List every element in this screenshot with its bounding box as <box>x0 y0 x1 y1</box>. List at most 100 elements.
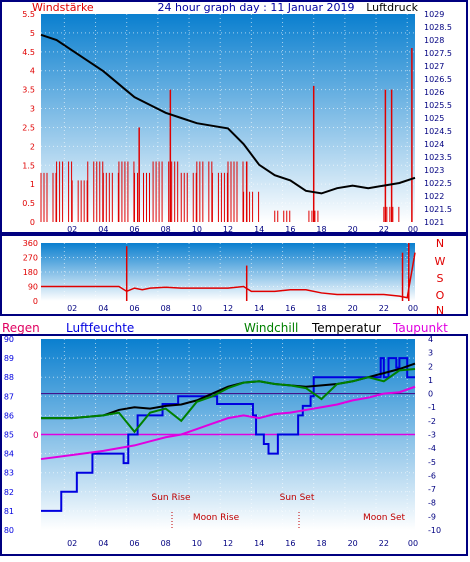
temperature-tick-label: -4 <box>428 444 436 453</box>
humidity-tick-label: 84 <box>4 450 14 459</box>
temperature-tick-label: -8 <box>428 499 436 508</box>
windstaerke-tick-label: 2.5 <box>22 123 35 132</box>
luftdruck-line <box>40 33 416 195</box>
x-tick-label: 08 <box>161 539 171 548</box>
panel1-luftdruck-axis: 1021 1021.5 1022 1022.5 1023 1023.5 1024 1024.5… <box>424 10 452 227</box>
x-tick-label: 18 <box>316 304 326 313</box>
luftdruck-tick-label: 1024.5 <box>424 127 452 136</box>
x-tick-label: 16 <box>285 539 295 548</box>
windchill-line <box>41 368 416 434</box>
luftdruck-tick-label: 1021.5 <box>424 205 452 214</box>
panel1-title-center: 24 hour graph day : 11 Januar 2019 <box>158 1 355 14</box>
direction-tick-label: 0 <box>33 297 38 306</box>
panel3-label-rain: Regen <box>2 321 40 335</box>
moon-rise-label: Moon Rise <box>193 513 240 523</box>
x-tick-label: 14 <box>254 225 264 234</box>
humidity-tick-label: 90 <box>4 335 14 344</box>
x-tick-label: 02 <box>67 539 77 548</box>
x-tick-label: 02 <box>67 304 77 313</box>
x-tick-label: 04 <box>98 225 108 234</box>
x-tick-label: 16 <box>285 225 295 234</box>
x-tick-label: 12 <box>223 225 233 234</box>
temperature-tick-label: -2 <box>428 417 436 426</box>
humidity-tick-label: 80 <box>4 526 14 535</box>
compass-label: O <box>436 289 445 302</box>
luftdruck-tick-label: 1026 <box>424 88 444 97</box>
x-tick-label: 04 <box>98 304 108 313</box>
humidity-tick-label: 88 <box>4 373 14 382</box>
compass-label: W <box>435 255 446 268</box>
luftdruck-tick-label: 1028 <box>424 36 444 45</box>
humidity-tick-label: 83 <box>4 469 14 478</box>
temperature-tick-label: -5 <box>428 458 436 467</box>
x-tick-label: 22 <box>379 304 389 313</box>
x-tick-label: 02 <box>67 225 77 234</box>
x-tick-label: 18 <box>316 225 326 234</box>
humidity-tick-label: 89 <box>4 354 14 363</box>
x-tick-label: 20 <box>348 539 358 548</box>
x-tick-label: 12 <box>223 539 233 548</box>
x-tick-label: 10 <box>192 304 202 313</box>
dewpoint-line <box>40 385 416 461</box>
panel3-humidity-axis: 80 81 82 83 84 85 86 87 88 89 90 <box>4 335 14 535</box>
temperature-tick-label: -9 <box>428 512 436 521</box>
windstaerke-tick-label: 1.5 <box>22 161 35 170</box>
compass-label: S <box>437 272 444 285</box>
temperature-tick-label: -3 <box>428 431 436 440</box>
humidity-tick-label: 85 <box>4 431 14 440</box>
temperature-tick-label: 3 <box>428 349 433 358</box>
x-tick-label: 14 <box>254 539 264 548</box>
humidity-tick-label: 86 <box>4 411 14 420</box>
panel2-plot-area <box>41 243 415 301</box>
sun-set-label: Sun Set <box>280 493 315 503</box>
temperature-tick-label: 1 <box>428 376 433 385</box>
direction-tick-label: 90 <box>28 283 38 292</box>
x-tick-label: 14 <box>254 304 264 313</box>
panel1-time-axis: 02 04 06 08 10 12 14 16 18 20 22 00 <box>67 225 418 234</box>
x-tick-label: 00 <box>408 225 418 234</box>
wind-direction-line <box>41 252 416 299</box>
moon-set-label: Moon Set <box>363 513 406 523</box>
luftdruck-tick-label: 1022 <box>424 192 444 201</box>
x-tick-label: 00 <box>408 304 418 313</box>
panel3-label-humidity: Luftfeuchte <box>66 321 134 335</box>
luftdruck-tick-label: 1025 <box>424 114 444 123</box>
x-tick-label: 22 <box>379 539 389 548</box>
direction-tick-label: 270 <box>23 254 38 263</box>
panel3-label-dewpoint: Taupunkt <box>392 321 448 335</box>
humidity-tick-label: 81 <box>4 507 14 516</box>
x-tick-label: 10 <box>192 539 202 548</box>
panel1-series <box>40 33 416 222</box>
panel1-title-right: Luftdruck <box>366 1 418 14</box>
panel3-label-temperature: Temperatur <box>311 321 381 335</box>
luftdruck-tick-label: 1026.5 <box>424 75 452 84</box>
temperature-tick-label: -6 <box>428 471 436 480</box>
temperature-tick-label: -1 <box>428 403 436 412</box>
windstaerke-tick-label: 0 <box>30 218 35 227</box>
x-tick-label: 20 <box>348 304 358 313</box>
x-tick-label: 06 <box>129 539 139 548</box>
windstaerke-tick-label: 2 <box>30 142 35 151</box>
direction-tick-label: 180 <box>23 268 38 277</box>
luftdruck-tick-label: 1023 <box>424 166 444 175</box>
panel3-time-axis: 02 04 06 08 10 12 14 16 18 20 22 00 <box>67 539 418 548</box>
panel2-series <box>41 243 416 301</box>
panel3-series <box>40 357 416 512</box>
luftdruck-tick-label: 1021 <box>424 218 444 227</box>
sun-rise-label: Sun Rise <box>152 493 191 503</box>
panel1-title-left: Windstärke <box>32 1 94 14</box>
luftdruck-tick-label: 1027 <box>424 62 444 71</box>
x-tick-label: 00 <box>408 539 418 548</box>
panel1-windstaerke-axis: 0 0.5 1 1.5 2 2.5 3 3.5 4 4.5 5 5.5 <box>22 10 35 227</box>
panel2-time-axis: 02 04 06 08 10 12 14 16 18 20 22 00 <box>67 304 418 313</box>
luftdruck-tick-label: 1027.5 <box>424 49 452 58</box>
panel3-sun-moon-events: Sun Rise Moon Rise Sun Set Moon Set <box>152 493 406 530</box>
panel2-direction-axis: 0 90 180 270 360 <box>23 239 38 306</box>
direction-tick-label: 360 <box>23 239 38 248</box>
compass-label: N <box>436 304 444 317</box>
x-tick-label: 04 <box>98 539 108 548</box>
x-tick-label: 06 <box>129 304 139 313</box>
windstaerke-tick-label: 4.5 <box>22 48 35 57</box>
windstaerke-tick-label: 3.5 <box>22 86 35 95</box>
